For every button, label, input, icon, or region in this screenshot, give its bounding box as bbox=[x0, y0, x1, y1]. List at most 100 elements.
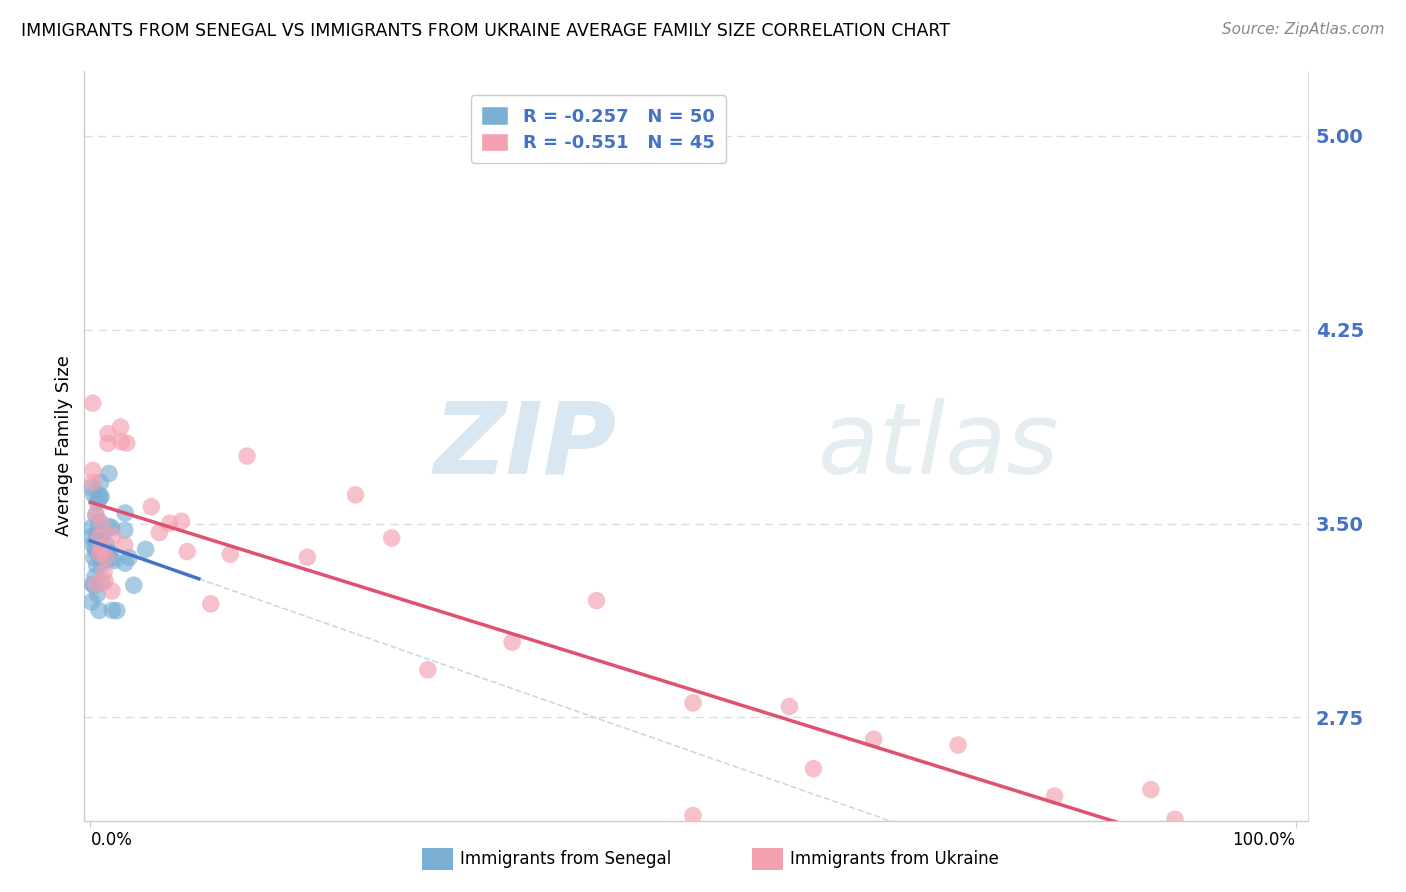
Point bbox=[89, 515, 111, 529]
Point bbox=[110, 420, 132, 434]
Point bbox=[105, 604, 128, 618]
Point bbox=[96, 538, 118, 552]
Text: 100.0%: 100.0% bbox=[1233, 831, 1295, 849]
Point bbox=[87, 526, 110, 541]
Point bbox=[93, 565, 115, 579]
Point bbox=[159, 516, 181, 531]
Point bbox=[176, 544, 198, 558]
Point bbox=[1140, 826, 1163, 840]
Text: IMMIGRANTS FROM SENEGAL VS IMMIGRANTS FROM UKRAINE AVERAGE FAMILY SIZE CORRELATI: IMMIGRANTS FROM SENEGAL VS IMMIGRANTS FR… bbox=[21, 22, 950, 40]
Point bbox=[86, 528, 108, 542]
Point bbox=[84, 576, 107, 591]
Point bbox=[80, 529, 103, 543]
Text: atlas: atlas bbox=[818, 398, 1060, 494]
Point bbox=[91, 526, 114, 541]
Point bbox=[103, 554, 125, 568]
Point bbox=[82, 538, 104, 552]
Point bbox=[501, 635, 523, 649]
Point bbox=[114, 556, 136, 570]
Point bbox=[90, 490, 112, 504]
Point bbox=[86, 558, 108, 573]
Point bbox=[89, 547, 111, 561]
Legend: R = -0.257   N = 50, R = -0.551   N = 45: R = -0.257 N = 50, R = -0.551 N = 45 bbox=[471, 95, 725, 163]
Point bbox=[82, 463, 104, 477]
Point bbox=[89, 491, 111, 506]
Point bbox=[93, 553, 115, 567]
Point bbox=[94, 551, 117, 566]
Point bbox=[97, 519, 120, 533]
Point bbox=[115, 436, 138, 450]
Point bbox=[803, 762, 825, 776]
Point bbox=[101, 529, 124, 543]
Point bbox=[114, 506, 136, 520]
Point bbox=[90, 541, 112, 555]
Point bbox=[100, 552, 122, 566]
Point bbox=[82, 396, 104, 410]
Point bbox=[84, 535, 107, 549]
Point bbox=[80, 480, 103, 494]
Point bbox=[86, 587, 108, 601]
Point bbox=[97, 436, 120, 450]
Point bbox=[90, 558, 112, 572]
Point bbox=[89, 488, 111, 502]
Point bbox=[1164, 812, 1187, 826]
Point bbox=[219, 547, 242, 561]
Point bbox=[97, 426, 120, 441]
Point bbox=[114, 523, 136, 537]
Point bbox=[118, 550, 141, 565]
Point bbox=[86, 495, 108, 509]
Y-axis label: Average Family Size: Average Family Size bbox=[55, 356, 73, 536]
Point bbox=[101, 603, 124, 617]
Point bbox=[297, 550, 319, 565]
Point bbox=[83, 550, 105, 565]
Point bbox=[344, 488, 367, 502]
Point bbox=[1140, 782, 1163, 797]
Point bbox=[80, 595, 103, 609]
Point bbox=[90, 575, 112, 590]
Point bbox=[170, 514, 193, 528]
Point bbox=[682, 808, 704, 822]
Point bbox=[94, 549, 117, 564]
Point bbox=[141, 500, 163, 514]
Point bbox=[236, 449, 259, 463]
Point bbox=[80, 521, 103, 535]
Point bbox=[82, 475, 104, 490]
Point bbox=[946, 738, 969, 752]
Point bbox=[110, 434, 132, 449]
Point bbox=[87, 521, 110, 535]
Text: ZIP: ZIP bbox=[433, 398, 616, 494]
Point bbox=[84, 569, 107, 583]
Point bbox=[682, 696, 704, 710]
Point bbox=[1043, 789, 1066, 803]
Point bbox=[89, 475, 111, 490]
Point bbox=[101, 584, 124, 599]
Text: Source: ZipAtlas.com: Source: ZipAtlas.com bbox=[1222, 22, 1385, 37]
Point bbox=[83, 487, 105, 501]
Point bbox=[98, 467, 121, 481]
Point bbox=[89, 530, 111, 544]
Point bbox=[862, 732, 884, 747]
Text: Immigrants from Senegal: Immigrants from Senegal bbox=[460, 850, 671, 868]
Point bbox=[381, 531, 404, 545]
Point bbox=[100, 521, 122, 535]
Text: Immigrants from Ukraine: Immigrants from Ukraine bbox=[790, 850, 1000, 868]
Point bbox=[87, 603, 110, 617]
Point bbox=[98, 545, 121, 559]
Point bbox=[82, 577, 104, 591]
Point bbox=[416, 663, 439, 677]
Point bbox=[200, 597, 222, 611]
Point bbox=[135, 542, 157, 557]
Point bbox=[89, 531, 111, 545]
Point bbox=[922, 826, 945, 840]
Point bbox=[90, 517, 112, 532]
Point bbox=[83, 578, 105, 592]
Point bbox=[94, 574, 117, 589]
Point bbox=[84, 507, 107, 521]
Point bbox=[84, 508, 107, 523]
Point bbox=[778, 699, 800, 714]
Point bbox=[96, 546, 118, 560]
Text: 0.0%: 0.0% bbox=[90, 831, 132, 849]
Point bbox=[84, 541, 107, 556]
Point bbox=[114, 538, 136, 552]
Point bbox=[122, 578, 145, 592]
